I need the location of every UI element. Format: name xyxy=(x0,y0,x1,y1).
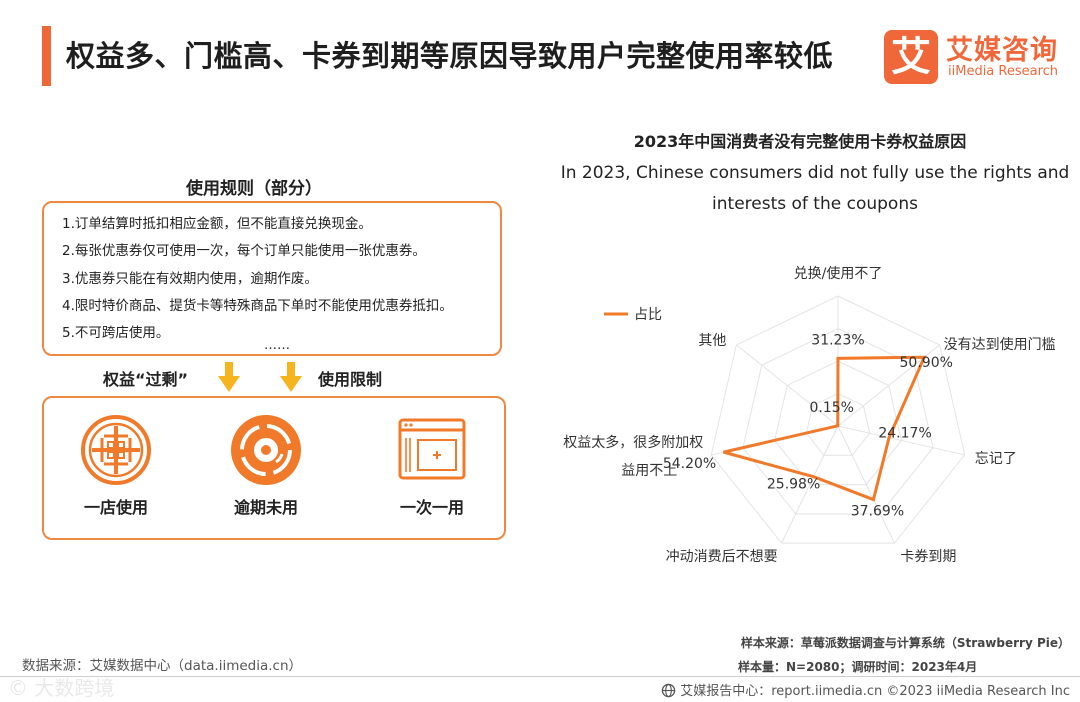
globe-icon xyxy=(661,683,676,698)
sample-info: 样本量：N=2080；调研时间：2023年4月 xyxy=(738,660,978,674)
radar-chart: 31.23% 50.90% 24.17% 37.69% 25.98% 54.20% 0.15… xyxy=(563,265,1056,565)
report-center-text: 艾媒报告中心：report.iimedia.cn ©2023 iiMedia R… xyxy=(680,684,1070,699)
data-value-label: 24.17% xyxy=(878,426,931,442)
radar-series-line xyxy=(723,355,927,502)
legend-label: 占比 xyxy=(634,307,662,323)
limit-label: 一次一用 xyxy=(399,498,464,517)
iimedia-logo: 艾 艾媒咨询 iiMedia Research xyxy=(884,26,1074,84)
chart-subtitle: In 2023, Chinese consumers did not fully… xyxy=(560,163,1070,214)
store-pattern-icon xyxy=(81,415,151,485)
radar-grid-ring xyxy=(805,392,871,456)
axis-category-label: 卡券到期 xyxy=(900,549,956,565)
data-value-label: 54.20% xyxy=(663,456,716,472)
logo-name-cn: 艾媒咨询 xyxy=(946,35,1058,66)
radar-spoke xyxy=(781,425,839,544)
radar-grid-ring xyxy=(742,327,934,515)
sample-source: 样本来源：草莓派数据调查与计算系统（Strawberry Pie） xyxy=(740,636,1070,650)
logo-name-en: iiMedia Research xyxy=(948,64,1059,79)
data-value-label: 37.69% xyxy=(851,504,904,520)
axis-category-label: 其他 xyxy=(698,333,726,349)
rule-item: 1.订单结算时抵扣相应金额，但不能直接兑换现金。 xyxy=(62,216,372,232)
data-value-label: 50.90% xyxy=(900,355,953,371)
report-center: 艾媒报告中心：report.iimedia.cn ©2023 iiMedia R… xyxy=(661,680,1070,699)
label-usage-limits: 使用限制 xyxy=(318,370,383,389)
limit-item-single-use: 一次一用 xyxy=(372,412,492,518)
rules-ellipsis: …… xyxy=(264,338,290,353)
data-value-label: 25.98% xyxy=(767,477,820,493)
down-arrow-icon xyxy=(218,362,240,392)
logo-mark: 艾 xyxy=(884,30,938,84)
rule-item: 5.不可跨店使用。 xyxy=(62,325,170,342)
label-excess-rights: 权益“过剩” xyxy=(103,370,189,389)
limit-label: 一店使用 xyxy=(83,498,148,517)
chart-title: 2023年中国消费者没有完整使用卡券权益原因 xyxy=(633,132,967,151)
radar-spoke xyxy=(736,344,839,427)
page-title: 权益多、门槛高、卡券到期等原因导致用户完整使用率较低 xyxy=(66,39,834,73)
down-arrow-icon xyxy=(280,362,302,392)
axis-category-label: 没有达到使用门槛 xyxy=(944,336,1056,353)
radar-grid-ring xyxy=(710,295,966,544)
limit-label: 逾期未用 xyxy=(233,498,298,517)
data-value-label: 0.15% xyxy=(810,400,854,416)
expired-disc-icon xyxy=(231,415,301,485)
axis-category-label: 忘记了 xyxy=(975,451,1017,467)
usage-limits-box: 一店使用 逾期未用 一次一用 xyxy=(42,396,506,540)
rules-title: 使用规则（部分） xyxy=(186,179,322,199)
title-accent-bar xyxy=(42,26,51,86)
watermark: © 大数跨境 xyxy=(8,676,115,700)
limit-item-expired: 逾期未用 xyxy=(206,412,326,518)
rule-item: 4.限时特价商品、提货卡等特殊商品下单时不能使用优惠券抵扣。 xyxy=(62,297,453,314)
radar-spoke xyxy=(837,425,895,544)
single-use-window-icon xyxy=(398,418,466,480)
limit-item-one-store: 一店使用 xyxy=(56,412,176,518)
rules-box: 1.订单结算时抵扣相应金额，但不能直接兑换现金。 2.每张优惠券仅可使用一次，每… xyxy=(42,201,502,356)
rules-list: 1.订单结算时抵扣相应金额，但不能直接兑换现金。 2.每张优惠券仅可使用一次，每… xyxy=(62,211,453,347)
rule-item: 3.优惠券只能在有效期内使用，逾期作废。 xyxy=(62,270,318,287)
axis-category-label: 兑换/使用不了 xyxy=(794,265,883,282)
radar-spoke xyxy=(837,425,965,456)
axis-category-label: 权益太多，很多附加权益用不上 xyxy=(563,434,703,479)
axis-category-label: 冲动消费后不想要 xyxy=(666,549,778,565)
footer-divider xyxy=(0,676,1080,677)
data-value-label: 31.23% xyxy=(811,332,864,348)
rule-item: 2.每张优惠券仅可使用一次，每个订单只能使用一张优惠券。 xyxy=(62,243,426,260)
data-source: 数据来源：艾媒数据中心（data.iimedia.cn） xyxy=(22,658,303,674)
